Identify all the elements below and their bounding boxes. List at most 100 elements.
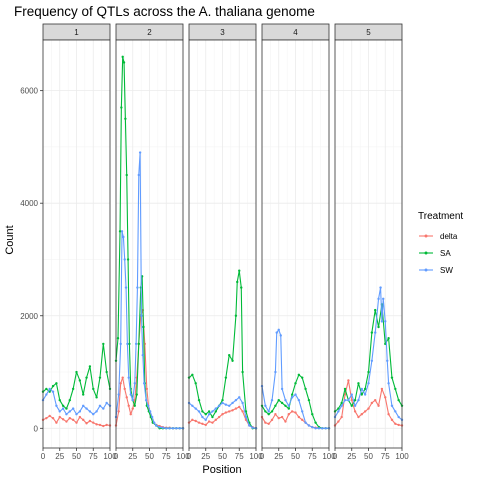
data-point-delta [217,415,221,419]
data-point-delta [98,423,102,427]
data-point-delta [343,393,347,396]
data-point-SA [194,382,197,385]
data-point-SW [377,297,380,301]
data-point-delta [121,376,124,379]
legend-key-point [424,234,428,238]
facet-panel-3: 3 0 25 50 75 100 [187,23,263,461]
data-point-SA [280,401,284,405]
data-point-delta [92,421,95,424]
data-point-SA [357,382,360,385]
data-point-SW [58,410,61,413]
data-point-delta [204,423,207,427]
data-point-SW [374,331,377,334]
legend-label: SW [440,266,453,275]
data-point-SA [221,398,224,402]
data-point-SW [221,401,224,405]
data-point-delta [75,421,78,424]
x-tick-label: 50 [364,452,373,461]
data-point-SA [264,410,267,413]
data-point-SW [217,404,221,407]
data-point-SW [287,404,290,407]
data-point-SW [394,410,397,413]
data-point-SA [214,410,217,413]
data-point-SA [287,407,290,410]
data-point-SW [194,407,197,410]
data-point-SA [82,393,85,396]
data-point-SA [353,398,357,402]
data-point-delta [387,413,390,416]
data-point-SA [337,407,340,410]
data-point-SA [122,61,126,64]
x-tick-label: 0 [333,452,338,461]
x-tick-label: 50 [72,452,81,461]
data-point-delta [347,379,350,382]
legend: Treatment delta SA SW [418,211,463,275]
legend-title: Treatment [418,211,463,222]
data-point-delta [397,423,400,427]
data-point-SW [137,173,140,177]
data-point-delta [88,419,92,423]
data-point-SW [175,427,178,430]
data-point-SW [270,398,274,402]
data-point-SA [92,387,95,391]
data-point-SA [78,379,82,382]
data-point-SW [224,403,228,406]
data-point-delta [117,410,120,413]
data-point-delta [384,396,387,399]
data-point-SA [241,370,244,374]
data-point-SA [270,410,274,413]
chart-title: Frequency of QTLs across the A. thaliana… [14,4,315,19]
data-point-SW [158,425,161,429]
data-point-delta [277,416,280,420]
data-point-delta [287,413,290,416]
data-point-SW [191,404,194,407]
data-point-SW [367,382,370,385]
data-point-SA [397,398,400,402]
x-tick-label: 100 [322,452,336,461]
data-point-SW [201,415,204,419]
data-point-delta [350,398,353,402]
data-point-SA [45,387,48,391]
y-axis: 0 2000 4000 6000 [20,87,43,433]
data-point-delta [105,423,108,427]
legend-key-point [424,268,428,272]
data-point-SW [264,404,267,407]
data-point-SA [311,413,314,416]
data-point-delta [337,420,340,423]
data-point-SW [301,410,304,413]
data-point-SW [386,359,389,362]
data-point-SW [55,404,58,407]
data-point-SA [58,398,61,402]
data-point-delta [102,424,105,428]
data-point-SW [150,415,154,419]
data-point-delta [301,418,304,422]
data-point-SW [379,286,382,289]
data-point-SW [207,413,211,416]
data-point-SW [138,151,142,154]
data-point-SA [244,410,248,413]
data-point-SA [85,376,88,379]
data-point-SW [280,387,284,391]
data-point-SA [105,370,108,374]
data-point-SW [284,398,287,402]
data-point-SW [353,404,357,407]
data-point-delta [119,382,122,385]
data-point-delta [274,413,277,416]
data-point-SA [240,286,243,289]
data-point-SW [140,314,143,317]
data-point-SW [275,331,278,334]
data-point-SW [126,342,129,346]
data-point-delta [51,416,55,420]
data-point-delta [45,416,48,420]
x-tick-label: 0 [41,452,46,461]
data-point-delta [340,415,343,419]
x-tick-label: 0 [260,452,265,461]
data-point-delta [370,401,374,405]
data-point-delta [224,411,228,414]
data-point-delta [234,407,238,410]
data-point-SW [95,410,98,413]
data-point-delta [394,422,397,425]
data-point-SW [68,410,72,413]
data-point-delta [231,409,234,412]
data-point-SW [317,427,321,430]
